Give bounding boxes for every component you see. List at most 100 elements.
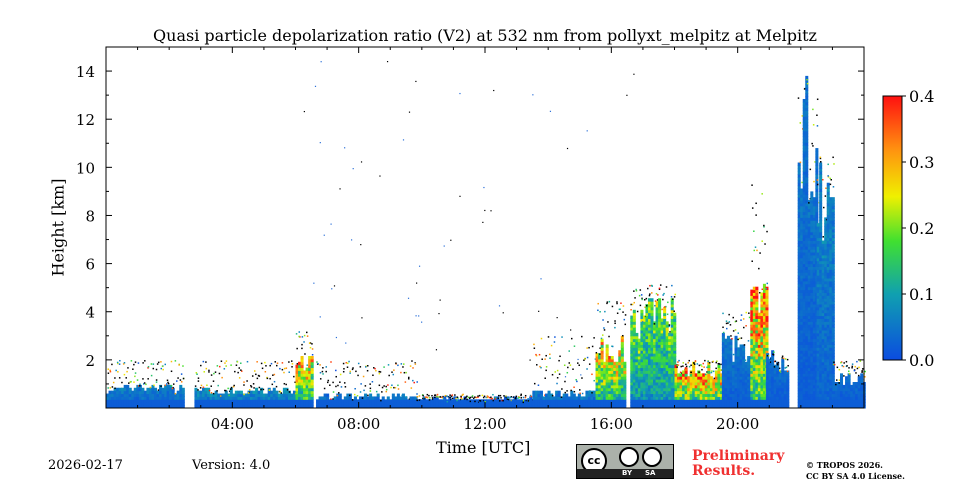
heatmap-cell [642, 387, 646, 392]
heatmap-cell [739, 387, 743, 392]
heatmap-speckle [327, 379, 330, 382]
heatmap-cell [316, 399, 320, 403]
heatmap-cell [831, 309, 835, 314]
heatmap-cell [802, 393, 806, 397]
heatmap-cell [829, 205, 833, 210]
heatmap-cell [640, 364, 644, 369]
heatmap-cell [810, 223, 814, 227]
heatmap-cell [721, 405, 725, 409]
heatmap-cell [752, 344, 756, 348]
heatmap-cell [810, 341, 814, 345]
heatmap-cell [642, 390, 646, 395]
heatmap-cell [752, 361, 756, 366]
heatmap-cell [647, 353, 651, 357]
heatmap-cell [810, 234, 814, 239]
heatmap-speckle [838, 382, 840, 384]
heatmap-speckle [216, 365, 219, 367]
heatmap-cell [684, 393, 688, 397]
heatmap-cell [603, 402, 607, 406]
heatmap-cell [807, 266, 811, 270]
heatmap-cell [262, 402, 266, 406]
heatmap-cell [842, 405, 846, 409]
heatmap-cell [729, 373, 733, 377]
heatmap-speckle [432, 398, 434, 401]
heatmap-cell [194, 393, 198, 397]
heatmap-speckle [702, 362, 705, 365]
heatmap-cell [810, 399, 814, 403]
heatmap-cell [821, 289, 825, 293]
heatmap-cell [635, 341, 639, 345]
heatmap-cell [642, 402, 646, 406]
heatmap-cell [709, 393, 713, 397]
heatmap-cell [816, 405, 820, 409]
heatmap-speckle [506, 398, 509, 400]
heatmap-cell [202, 399, 206, 403]
heatmap-cell [404, 399, 408, 403]
heatmap-speckle [234, 370, 236, 373]
heatmap-cell [826, 263, 830, 267]
heatmap-cell [655, 379, 659, 383]
heatmap-cell [734, 344, 738, 348]
heatmap-cell [760, 384, 764, 389]
heatmap-cell [752, 289, 756, 293]
heatmap-cell [760, 332, 764, 337]
heatmap-cell [831, 211, 835, 216]
heatmap-speckle [645, 297, 648, 300]
heatmap-cell [615, 370, 619, 374]
heatmap-cell [632, 384, 636, 389]
heatmap-cell [812, 223, 816, 227]
heatmap-cell [697, 373, 701, 377]
heatmap-cell [285, 393, 289, 397]
heatmap-cell [303, 373, 307, 377]
heatmap-speckle [609, 356, 612, 359]
heatmap-cell [645, 367, 649, 371]
heatmap-cell [810, 367, 814, 371]
heatmap-cell [689, 379, 693, 383]
heatmap-cell [742, 353, 746, 357]
heatmap-cell [595, 376, 599, 380]
heatmap-cell [816, 237, 820, 241]
heatmap-cell [630, 361, 634, 366]
heatmap-cell [805, 318, 809, 322]
heatmap-speckle [442, 395, 444, 398]
heatmap-cell [630, 358, 634, 363]
heatmap-cell [821, 312, 825, 317]
heatmap-cell [739, 379, 743, 383]
heatmap-cell [771, 402, 775, 406]
heatmap-cell [800, 211, 804, 216]
heatmap-cell [721, 390, 725, 395]
heatmap-cell [663, 379, 667, 383]
heatmap-cell [737, 393, 741, 397]
heatmap-cell [752, 396, 756, 400]
heatmap-cell [632, 382, 636, 386]
heatmap-cell [766, 356, 770, 360]
heatmap-cell [773, 379, 777, 383]
heatmap-cell [687, 393, 691, 397]
heatmap-cell [744, 373, 748, 377]
heatmap-cell [131, 402, 135, 406]
heatmap-cell [618, 396, 622, 400]
heatmap-cell [632, 399, 636, 403]
heatmap-cell [610, 382, 614, 386]
heatmap-cell [450, 402, 454, 406]
heatmap-cell [647, 364, 651, 369]
heatmap-speckle [451, 397, 454, 400]
heatmap-cell [255, 405, 259, 409]
heatmap-cell [819, 347, 823, 351]
heatmap-cell [133, 405, 137, 409]
heatmap-cell [171, 393, 175, 397]
heatmap-cell [630, 318, 634, 322]
heatmap-cell [826, 240, 830, 244]
heatmap-speckle [748, 316, 751, 319]
heatmap-cell [802, 332, 806, 337]
heatmap-cell [257, 405, 261, 409]
heatmap-cell [161, 396, 165, 400]
heatmap-cell [326, 399, 330, 403]
heatmap-speckle [253, 370, 256, 372]
heatmap-cell [374, 399, 378, 403]
heatmap-speckle [841, 364, 844, 367]
heatmap-cell [694, 384, 698, 389]
heatmap-cell [729, 370, 733, 374]
heatmap-cell [815, 168, 819, 172]
heatmap-cell [650, 387, 654, 392]
